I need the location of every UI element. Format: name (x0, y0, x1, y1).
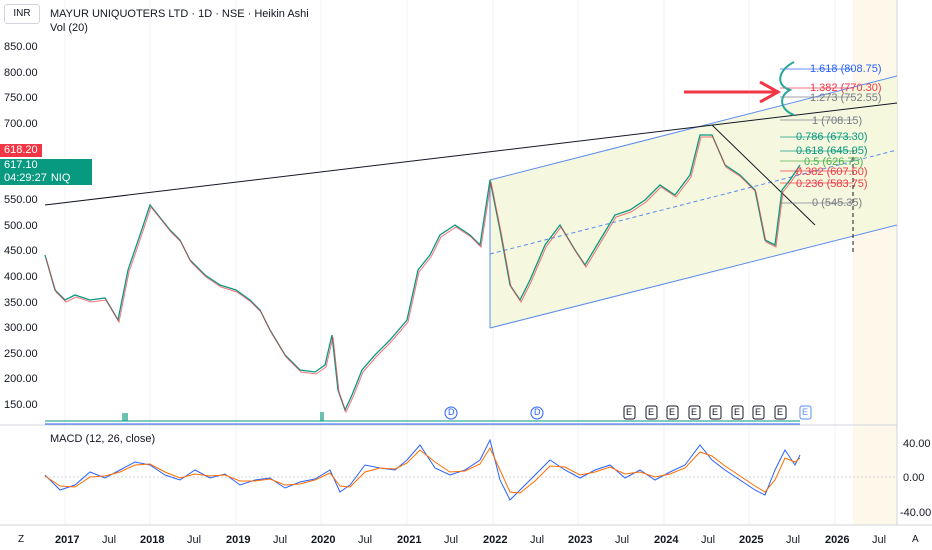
channel-upper[interactable] (489, 75, 898, 181)
macd-tick: 0.00 (903, 472, 925, 484)
price-tick: 400.00 (4, 271, 38, 283)
time-tick: Jul (872, 534, 887, 546)
long-trendline[interactable] (44, 102, 898, 206)
dividend-marker[interactable]: D (448, 407, 455, 417)
chart-title[interactable]: MAYUR UNIQUOTERS LTD · 1D · NSE · Heikin… (50, 8, 309, 20)
earnings-marker[interactable]: E (802, 407, 809, 417)
earnings-marker[interactable]: E (712, 407, 719, 417)
fib-label: 1.273 (752.55) (810, 92, 882, 104)
time-tick: 2018 (140, 534, 165, 546)
macd-line (44, 438, 801, 501)
earnings-marker[interactable]: E (669, 407, 676, 417)
fib-label: 1.618 (808.75) (810, 63, 882, 75)
fib-label: 0.618 (645.95) (796, 145, 868, 157)
time-tick: Jul (187, 534, 202, 546)
time-tick: Jul (530, 534, 545, 546)
fib-label: 1 (708.15) (812, 115, 863, 127)
auto-scale-button[interactable]: A (912, 534, 919, 545)
macd-tick: -40.00 (900, 507, 932, 519)
timezone-button[interactable]: Z (18, 534, 25, 545)
macd-legend[interactable]: MACD (12, 26, close) (50, 433, 156, 445)
price-tick: 250.00 (4, 348, 38, 360)
channel-mid[interactable] (489, 149, 898, 255)
dividend-marker[interactable]: D (534, 407, 541, 417)
time-tick: 2020 (311, 534, 336, 546)
time-tick: 2025 (739, 534, 764, 546)
price-tick: 150.00 (4, 399, 38, 411)
price-tick: 300.00 (4, 322, 38, 334)
price-tick: 750.00 (4, 92, 38, 104)
earnings-marker[interactable]: E (777, 407, 784, 417)
macd-tick: 40.00 (903, 438, 931, 450)
price-tick: 200.00 (4, 373, 38, 385)
price-tick: 450.00 (4, 245, 38, 257)
fib-label: 0.5 (626.75) (804, 156, 864, 168)
earnings-markers[interactable] (623, 405, 812, 420)
time-tick: Jul (701, 534, 716, 546)
dividend-markers[interactable] (444, 406, 544, 420)
time-tick: 2017 (55, 534, 80, 546)
earnings-marker[interactable]: E (648, 407, 655, 417)
time-tick: 2019 (226, 534, 251, 546)
red-arrow-annotation (684, 80, 782, 104)
downtrend-line[interactable] (711, 124, 816, 226)
time-tick: Jul (358, 534, 373, 546)
bar-countdown: 04:29:27 (0, 172, 51, 185)
time-tick: Jul (444, 534, 459, 546)
time-tick: 2023 (568, 534, 593, 546)
fib-label: 0.382 (607.50) (796, 166, 868, 178)
volume-legend[interactable]: Vol (20) (50, 22, 88, 34)
time-tick: 2024 (654, 534, 679, 546)
currency-selector[interactable]: INR (4, 4, 40, 24)
price-tick: 350.00 (4, 297, 38, 309)
time-tick: Jul (273, 534, 288, 546)
earnings-marker[interactable]: E (755, 407, 762, 417)
price-tick: 850.00 (4, 41, 38, 53)
channel-lower[interactable] (489, 224, 898, 329)
earnings-marker[interactable]: E (626, 407, 633, 417)
fib-label: 1.382 (770.30) (810, 82, 882, 94)
price-tick: 800.00 (4, 67, 38, 79)
time-tick: Jul (102, 534, 117, 546)
price-tick: 500.00 (4, 220, 38, 232)
fib-label: 0.236 (583.75) (796, 178, 868, 190)
time-tick: 2021 (397, 534, 422, 546)
earnings-marker[interactable]: E (734, 407, 741, 417)
last-price: 617.10 (4, 159, 38, 171)
time-tick: Jul (786, 534, 801, 546)
fib-label: 0 (545.35) (812, 197, 863, 209)
time-tick: 2026 (825, 534, 850, 546)
teal-bracket-annotation (779, 61, 795, 116)
time-tick: Jul (615, 534, 630, 546)
time-tick: 2022 (483, 534, 508, 546)
price-tick: 700.00 (4, 118, 38, 130)
fib-label: 0.786 (673.30) (796, 131, 868, 143)
high-price-tag: 618.20 (0, 144, 42, 157)
price-tick: 550.00 (4, 194, 38, 206)
earnings-marker[interactable]: E (691, 407, 698, 417)
